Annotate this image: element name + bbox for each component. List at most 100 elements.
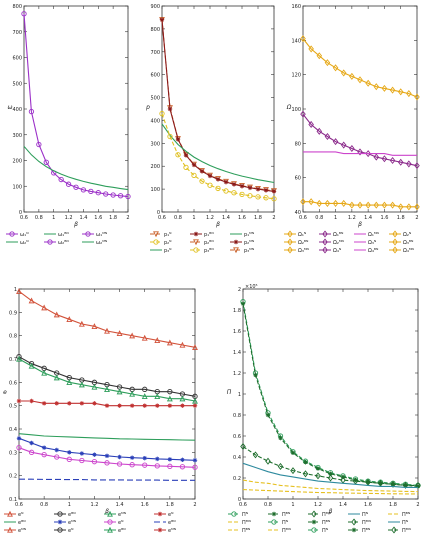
- legend-marker: [287, 238, 293, 246]
- data-point: [142, 455, 147, 461]
- data-point: [16, 398, 22, 404]
- data-point: [231, 182, 237, 187]
- data-point: [247, 185, 253, 190]
- data-point: [300, 198, 306, 206]
- data-point: [300, 35, 306, 43]
- chart-panel-1: 0 100 200 300 400 500 600 700 800 0.6 0.8 1 1.2 1.4 1.…: [6, 4, 131, 246]
- x-tick-label: 1.2: [206, 215, 214, 221]
- axis-exponent-label: ×10⁵: [245, 284, 258, 290]
- data-point: [29, 398, 34, 404]
- data-point: [180, 457, 185, 462]
- data-point: [253, 372, 258, 378]
- x-tick-label: 2: [415, 215, 418, 221]
- data-point: [125, 193, 131, 200]
- x-tick-label: 1.6: [238, 215, 246, 221]
- data-point: [328, 471, 333, 476]
- data-point: [92, 401, 97, 406]
- legend-entry: Πᴹᴺ: [242, 520, 251, 526]
- plot-frame: [18, 288, 196, 500]
- data-point: [54, 447, 59, 453]
- y-tick-label: 120: [291, 73, 301, 79]
- data-point: [79, 451, 85, 456]
- legend-marker: [322, 230, 328, 238]
- x-tick-label: 1: [68, 502, 71, 508]
- series-5: [242, 479, 419, 493]
- data-point: [414, 203, 420, 211]
- data-point: [381, 155, 388, 163]
- legend-entry: ω₂ᴮᴺ: [58, 240, 69, 246]
- legend-marker: [107, 510, 113, 517]
- data-point: [16, 288, 22, 294]
- legend-entry: Πᴹᴺ: [282, 528, 291, 534]
- series-3: [161, 123, 275, 184]
- data-point: [129, 332, 136, 339]
- x-axis-label: β: [216, 221, 220, 228]
- data-point: [183, 164, 189, 171]
- data-point: [91, 323, 98, 329]
- legend-entry: Πᴮᴺ: [322, 520, 331, 526]
- x-tick-label: 0.6: [299, 215, 307, 221]
- x-tick-label: 2: [126, 215, 129, 221]
- y-tick-label: 1: [238, 392, 241, 398]
- series-6: [242, 489, 419, 495]
- x-tick-label: 0.8: [264, 502, 272, 508]
- plot-frame: [302, 5, 418, 213]
- y-tick-label: 160: [291, 4, 301, 10]
- legend-marker: [57, 527, 63, 533]
- legend-marker: [153, 231, 159, 238]
- data-point: [58, 176, 64, 183]
- data-point: [397, 88, 404, 96]
- x-tick-label: 0.6: [158, 215, 166, 221]
- data-point: [191, 162, 197, 168]
- x-tick-label: 0.8: [315, 215, 323, 221]
- legend-marker: [351, 527, 357, 533]
- plot-frame: [23, 5, 129, 213]
- legend-entry: Ω₄ᴺ: [333, 248, 342, 254]
- data-point: [104, 386, 110, 392]
- legend-entry: ω₁ᴹᴺ: [96, 232, 108, 238]
- y-tick-label: 0: [238, 497, 241, 503]
- chart-panel-4: 0.1 0.2 0.3 0.4 0.5 0.6 0.7 0.8 0.9 1 0.6 0.8 1 1.2 1.…: [3, 287, 198, 534]
- y-tick-label: 0.6: [233, 434, 241, 440]
- data-point: [104, 327, 110, 334]
- data-point: [166, 339, 173, 346]
- x-axis-label: β: [74, 221, 78, 228]
- data-point: [155, 403, 160, 408]
- y-tick-label: 100: [291, 107, 301, 113]
- legend-marker: [107, 519, 113, 525]
- y-tick-label: 140: [291, 38, 301, 44]
- legend-marker: [47, 239, 53, 245]
- data-point: [365, 79, 371, 87]
- data-point: [239, 191, 245, 198]
- y-tick-label: 1.8: [233, 308, 241, 314]
- data-point: [79, 457, 85, 464]
- x-tick-label: 0.8: [40, 502, 48, 508]
- legend-entry: p₃ᴺ: [164, 248, 172, 254]
- data-point: [159, 110, 165, 117]
- legend-entry: p₁ᴮᴺ: [204, 232, 214, 238]
- data-point: [199, 169, 205, 174]
- series-line: [242, 462, 418, 488]
- legend-entry: Πᴮᴺ: [242, 528, 251, 534]
- data-point: [231, 190, 237, 196]
- data-point: [240, 301, 246, 306]
- data-point: [41, 401, 47, 406]
- data-point: [415, 481, 421, 489]
- data-point: [16, 355, 22, 362]
- legend-entry: Ω₁ᴮᴺ: [333, 232, 344, 238]
- data-point: [43, 159, 49, 165]
- legend-marker: [85, 231, 91, 237]
- data-point: [406, 90, 412, 98]
- data-point: [183, 152, 189, 158]
- data-point: [73, 184, 79, 190]
- y-tick-label: 0.8: [9, 334, 17, 340]
- data-point: [117, 403, 122, 408]
- legend-entry: eᴹᴺ: [18, 528, 27, 534]
- y-axis-label: Ω: [286, 104, 292, 111]
- data-point: [340, 199, 347, 207]
- data-point: [104, 453, 110, 459]
- data-point: [129, 462, 135, 468]
- y-tick-label: 0.9: [9, 310, 17, 316]
- x-tick-label: 1: [192, 215, 195, 221]
- legend-entry: Πᴹᴺ: [362, 520, 371, 526]
